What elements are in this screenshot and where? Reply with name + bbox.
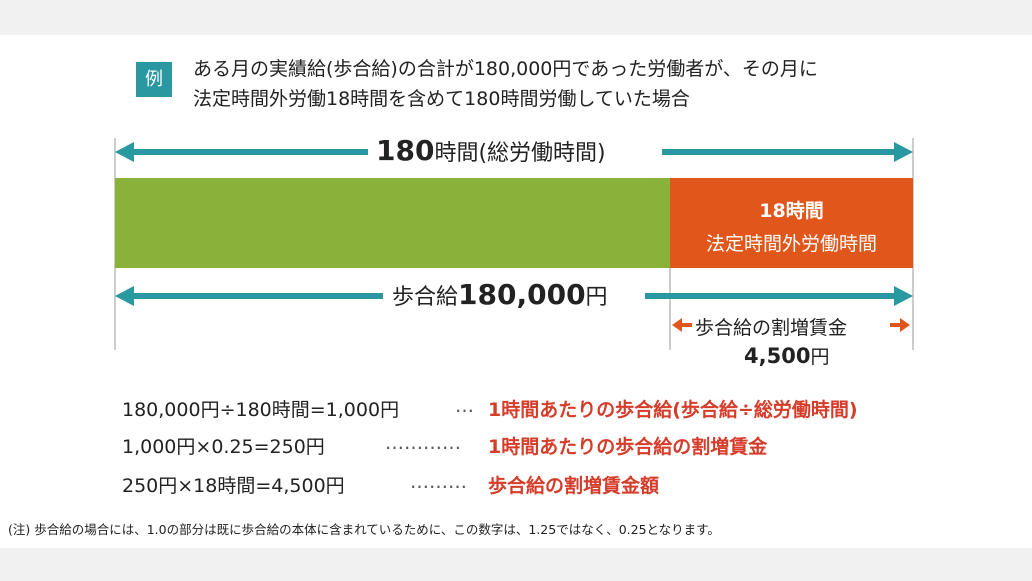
header-line: ある月の実績給(歩合給)の合計が180,000円であった労働者が、その月に <box>193 58 818 80</box>
formula-expression: 250円×18時間=4,500円 <box>122 475 345 497</box>
premium-unit: 円 <box>810 346 830 368</box>
badge-box <box>136 62 172 97</box>
total-hours: 180時間(総労働時間) <box>376 134 606 167</box>
formula-dots: … <box>455 395 474 417</box>
header-line: 法定時間外労働18時間を含めて180時間労働していた場合 <box>193 88 690 110</box>
pay-unit: 円 <box>585 285 608 310</box>
premium-arrow <box>672 318 910 332</box>
formula-expression: 1,000円×0.25=250円 <box>122 436 325 458</box>
premium-number: 4,500 <box>744 344 811 368</box>
overtime-hours: 18時間 <box>759 200 824 222</box>
pay-number: 180,000 <box>458 278 586 311</box>
panel <box>0 35 1032 548</box>
arrows <box>115 142 913 306</box>
pay: 歩合給180,000円 <box>392 278 608 311</box>
formula-description: 歩合給の割増賃金額 <box>488 475 660 497</box>
premium-label: 歩合給の割増賃金 <box>695 317 848 339</box>
badge: 例 <box>145 69 163 90</box>
premium-amount: 4,500円 <box>744 342 829 369</box>
overtime-label: 法定時間外労働時間 <box>705 233 877 255</box>
pay-prefix: 歩合給 <box>392 285 459 310</box>
formula-expression: 180,000円÷180時間=1,000円 <box>122 399 400 421</box>
regular-bar <box>115 178 670 268</box>
formula-dots: ………… <box>385 432 461 454</box>
formula-description: 1時間あたりの歩合給の割増賃金 <box>488 436 768 458</box>
formula-dots: ……… <box>410 471 467 493</box>
note: (注) 歩合給の場合には、1.0の部分は既に歩合給の本体に含まれているために、こ… <box>8 522 720 537</box>
overtime-bar <box>670 178 913 268</box>
total-hours-number: 180 <box>376 134 435 167</box>
formula-description: 1時間あたりの歩合給(歩合給÷総労働時間) <box>488 399 858 421</box>
total-hours-unit: 時間(総労働時間) <box>434 141 606 166</box>
